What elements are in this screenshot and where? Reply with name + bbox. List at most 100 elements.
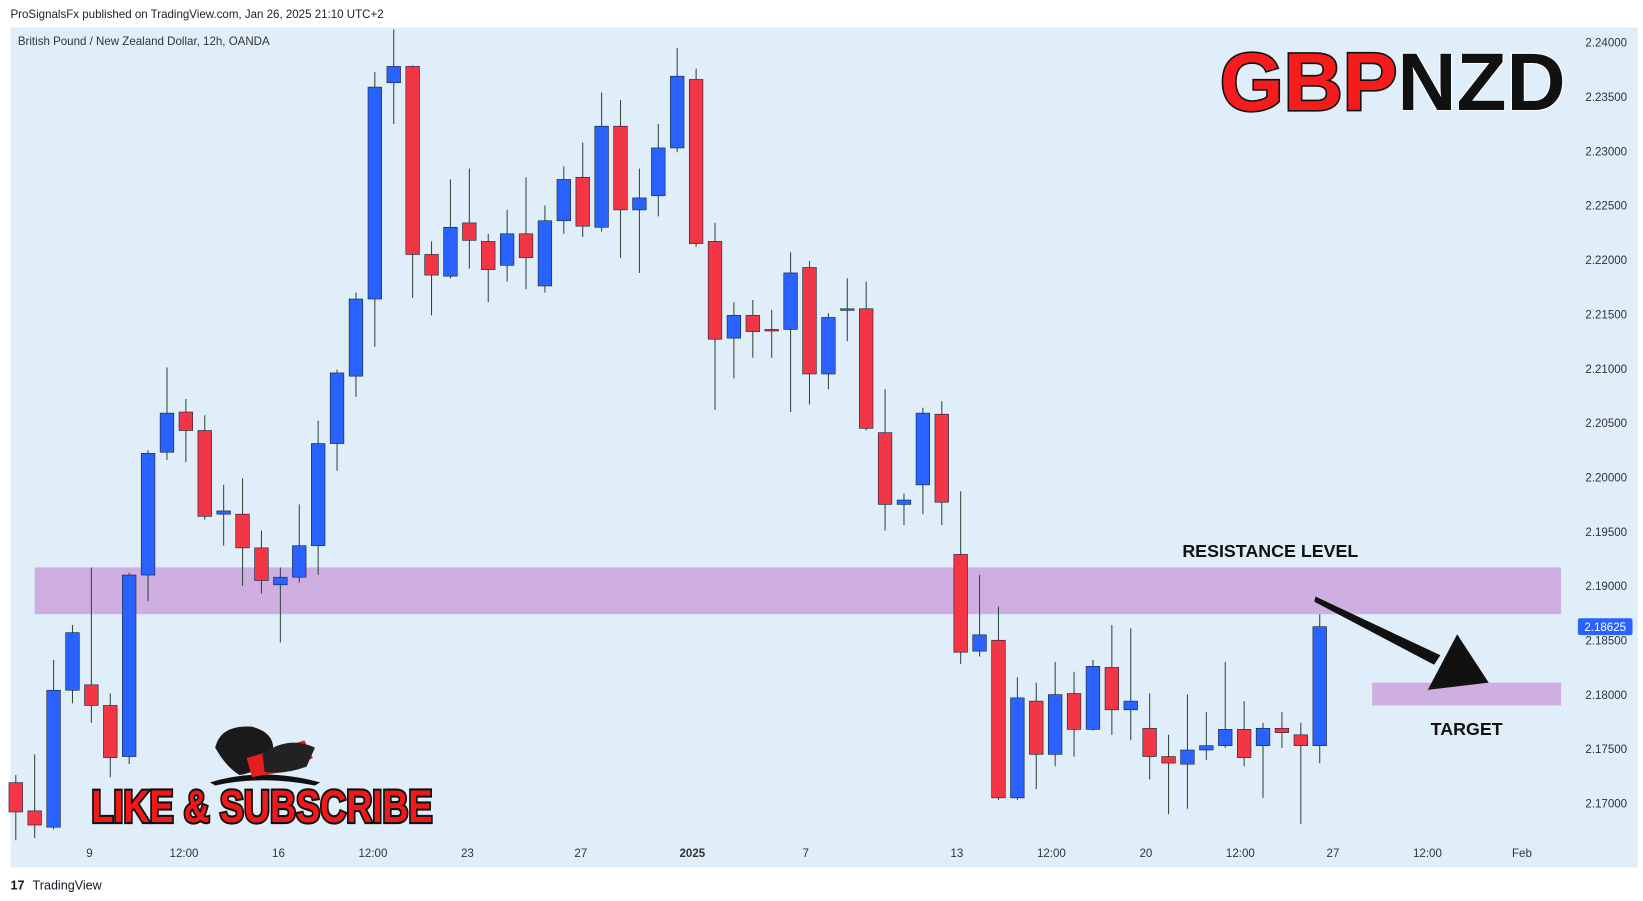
candle-body — [934, 413, 949, 503]
candle-body — [8, 782, 23, 813]
candle-body — [1029, 700, 1044, 755]
y-tick-label: 2.20500 — [1585, 418, 1627, 430]
candle-body — [273, 576, 288, 586]
candle-body — [122, 574, 137, 757]
axes: 2.17000 2.17500 2.18000 2.18500 2.19000 2.195… — [86, 38, 1633, 860]
candle-body — [613, 125, 628, 211]
candle-body — [1180, 749, 1195, 765]
x-tick-label: 9 — [86, 848, 92, 860]
zone-label: RESISTANCE LEVEL — [1182, 541, 1358, 561]
candle-body — [405, 66, 420, 255]
candle-body — [877, 432, 893, 505]
x-tick-label: 12:00 — [1226, 848, 1255, 860]
candle-body — [745, 314, 760, 332]
y-tick-label: 2.23000 — [1585, 146, 1627, 158]
x-tick-label: 13 — [950, 848, 963, 860]
zone — [1372, 682, 1562, 706]
y-tick-label: 2.18000 — [1585, 690, 1627, 702]
candle-body — [1218, 729, 1233, 746]
last-price-box — [1577, 618, 1633, 636]
candle-body — [84, 684, 99, 706]
y-tick-label: 2.21000 — [1585, 364, 1627, 376]
candle-body — [707, 241, 723, 340]
y-tick-label: 2.21500 — [1585, 309, 1627, 321]
plot-background — [10, 27, 1638, 868]
candle-body — [27, 810, 42, 826]
candle-body — [726, 314, 742, 339]
candle-body — [859, 308, 874, 429]
candle-body — [1123, 700, 1138, 711]
candle-body — [556, 179, 571, 222]
candle-body — [896, 499, 912, 505]
x-tick-label: 7 — [803, 848, 809, 860]
candle-body — [518, 233, 534, 259]
footer-brand: TradingView — [33, 878, 103, 892]
x-tick-label: 16 — [272, 848, 285, 860]
y-tick-label: 2.22000 — [1585, 255, 1627, 267]
promo-text: LIKE & SUBSCRIBE — [91, 781, 432, 832]
candle-body — [594, 125, 609, 228]
candle-body — [311, 443, 326, 547]
candle-body — [688, 79, 704, 244]
y-tick-label: 2.22500 — [1585, 201, 1627, 213]
candle-body — [1255, 727, 1271, 746]
y-tick-label: 2.19000 — [1585, 581, 1627, 593]
publisher-line: ProSignalsFx published on TradingView.co… — [10, 9, 383, 21]
candle-body — [386, 66, 401, 84]
candle-body — [575, 176, 590, 227]
candle-body — [216, 510, 231, 515]
candle-body — [915, 412, 931, 486]
candle-body — [103, 705, 118, 758]
candle-body — [65, 632, 80, 691]
zone — [34, 567, 1562, 615]
candle-body — [424, 254, 439, 276]
x-tick-label: Feb — [1512, 848, 1532, 860]
candle-body — [670, 75, 685, 149]
candle-body — [159, 412, 175, 453]
y-tick-label: 2.24000 — [1585, 38, 1627, 50]
candle-body — [329, 372, 345, 444]
candle-body — [140, 453, 156, 576]
candle-body — [972, 634, 987, 652]
candle-body — [1312, 626, 1327, 746]
x-tick-label: 12:00 — [170, 848, 199, 860]
y-tick-label: 2.17000 — [1585, 798, 1627, 810]
candle-body — [178, 411, 194, 431]
symbol-title: British Pound / New Zealand Dollar, 12h,… — [18, 36, 270, 48]
candle-body — [1048, 694, 1063, 755]
candle-body — [254, 547, 269, 581]
x-tick-label: 12:00 — [359, 848, 388, 860]
candle-body — [991, 639, 1006, 799]
candle-body — [821, 317, 836, 375]
candle-body — [443, 226, 458, 277]
candle-body — [953, 554, 968, 653]
zone-label: TARGET — [1431, 719, 1503, 739]
candle-body — [367, 86, 382, 300]
candle-body — [1142, 727, 1157, 757]
candle-body — [1161, 756, 1176, 764]
candle-body — [764, 329, 779, 332]
arrow-head — [1427, 634, 1489, 690]
candle-body — [1293, 734, 1308, 746]
candle-body — [499, 233, 515, 266]
candle-body — [1010, 697, 1025, 799]
arrow-shaft — [1314, 596, 1441, 665]
candle-body — [235, 513, 250, 549]
y-tick-label: 2.18500 — [1585, 635, 1627, 647]
candle-body — [1085, 666, 1101, 730]
footer-logo: 17 — [10, 878, 24, 892]
candle-body — [462, 222, 477, 241]
logo-nzd: NZD — [1397, 37, 1565, 128]
x-tick-label: 2025 — [679, 848, 705, 860]
candle-body — [1104, 667, 1119, 711]
candle-body — [1274, 727, 1290, 733]
candle-body — [197, 430, 212, 517]
candle-body — [651, 147, 666, 197]
x-tick-label: 12:00 — [1413, 848, 1442, 860]
candle-body — [1236, 729, 1252, 758]
candles — [8, 29, 1327, 841]
candle-body — [840, 308, 855, 311]
x-tick-label: 12:00 — [1037, 848, 1066, 860]
